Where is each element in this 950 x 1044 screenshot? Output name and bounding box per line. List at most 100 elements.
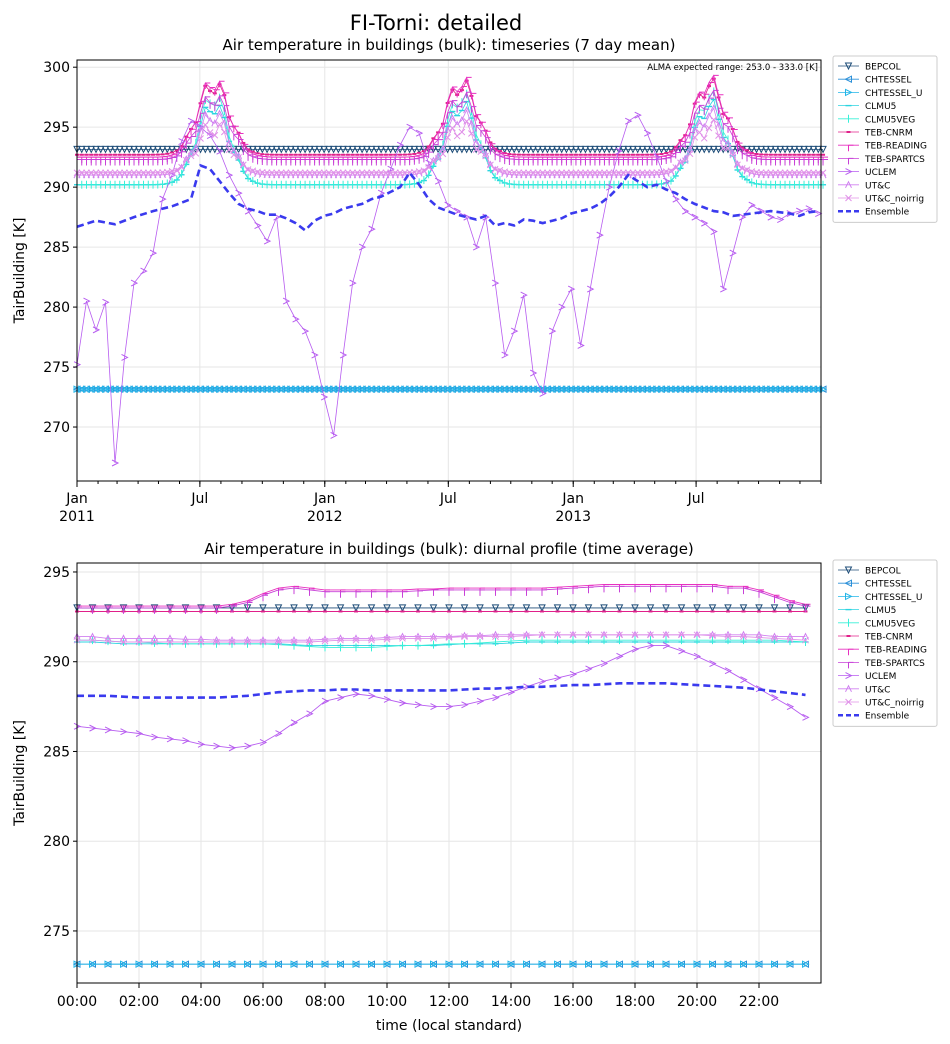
series-teb-spartcs-point [352,159,358,166]
legend-marker-2 [845,592,853,601]
series-teb-spartcs-point [489,148,496,155]
diurnal-uclem-point [631,645,640,653]
diurnal-bepcol-point [662,604,670,612]
diurnal-panel: Air temperature in buildings (bulk): diu… [12,540,822,1034]
series-chtessel-u-point [600,385,609,394]
series-chtessel-u-point [111,385,120,394]
series-bepcol-point [115,145,124,154]
series-bepcol-point [510,145,518,154]
diurnal-chtessel-u-point [786,960,795,968]
series-bepcol-point [519,145,528,154]
series-chtessel-u-point [102,385,110,394]
series-chtessel-u-point [605,385,614,394]
series-chtessel-u-point [501,385,509,394]
series-teb-reading-point [589,156,596,164]
series-chtessel-u-point [377,385,386,394]
series-bepcol-point [819,145,827,154]
series-chtessel-u-point [539,385,547,394]
diurnal-bepcol-point [646,604,655,612]
series-teb-spartcs-point [813,159,819,166]
diurnal-ut-c-noirrig-point [135,638,143,646]
series-teb-reading-point [314,156,320,164]
series-teb-spartcs-point [371,159,377,166]
diurnal-uclem-point [709,660,717,667]
series-bepcol-point [766,145,775,154]
series-teb-spartcs-point [109,159,116,166]
diurnal-teb-spartcs-point [603,585,609,593]
series-ut-c-noirrig-point [187,152,195,160]
series-teb-reading-point [366,156,372,164]
series-teb-spartcs-point [527,159,534,166]
series-teb-reading-point [461,85,467,93]
series-uclem-point [415,129,424,137]
series-teb-spartcs-point [128,159,135,166]
series-chtessel-u-point [125,385,134,394]
series-bepcol-point [667,145,675,154]
series-uclem-point [339,351,348,359]
series-ut-c-noirrig-point [738,165,746,172]
series-ut-c-noirrig-point [515,169,523,177]
series-teb-reading-point [599,156,605,164]
diurnal-chtessel-u-point [755,960,764,968]
series-ut-c-noirrig-point [392,169,399,177]
series-teb-reading-point [694,101,700,109]
series-chtessel-u-point [325,385,333,394]
series-teb-spartcs-point [361,159,368,166]
series-bepcol-point [705,145,713,154]
legend-label-7: TEB-SPARTCS [864,155,925,165]
series-teb-spartcs-point [546,159,553,166]
legend-label-1: CHTESSEL [865,76,911,86]
series-ut-c-noirrig-point [354,169,361,177]
series-chtessel-u-point [734,385,742,394]
series-uclem-point [244,207,253,215]
series-bepcol-point [277,145,286,154]
diurnal-chtessel-u-point [166,960,175,968]
series-chtessel-u-point [372,385,381,394]
diurnal-ut-c-noirrig-point [786,635,794,643]
series-chtessel-u-point [610,385,619,394]
diurnal-chtessel-u-point [445,960,454,968]
series-bepcol-point [158,145,167,154]
series-chtessel-u-point [182,385,191,394]
series-teb-cnrm-line [77,77,823,156]
xtick-label: Jul [190,491,208,507]
series-chtessel-u-point [192,385,200,394]
series-uclem-point [720,285,728,293]
series-chtessel-u-point [349,385,357,394]
series-uclem-point [282,297,291,305]
legend-label-10: UT&C_noirrig [865,699,924,709]
series-uclem-point [292,315,300,323]
timeseries-frame [76,59,822,482]
diurnal-bepcol-point [352,604,360,612]
series-uclem-point [615,147,623,155]
series-ut-c-point [182,155,190,163]
series-chtessel-u-point [334,385,343,394]
series-teb-reading-point [608,156,615,164]
series-bepcol-point [700,145,709,154]
series-teb-reading-point [475,114,482,121]
series-uclem-point [311,351,319,359]
diurnal-uclem-point [554,674,562,682]
series-chtessel-u-point [140,385,148,394]
series-chtessel-u-point [700,385,709,394]
diurnal-teb-reading-point [557,586,563,594]
diurnal-teb-spartcs-point [278,589,284,596]
series-chtessel-u-point [434,385,443,394]
diurnal-teb-spartcs-point [774,596,780,604]
diurnal-ut-c-noirrig-point [151,638,158,646]
series-bepcol-point [534,145,542,154]
legend-label-7: TEB-SPARTCS [864,659,925,669]
series-teb-reading-point [703,93,710,101]
series-chtessel-u-point [282,385,291,394]
diurnal-bepcol-point [460,604,469,612]
diurnal-bepcol-point [615,604,624,612]
series-uclem-point [263,237,272,245]
series-chtessel-u-point [710,385,718,394]
series-teb-spartcs-point [561,159,567,166]
series-ut-c-point [691,126,699,134]
diurnal-chtessel-u-point [631,960,640,968]
series-teb-reading-point [352,156,358,164]
series-chtessel-u-point [353,385,362,394]
series-bepcol-point [695,145,704,154]
diurnal-uclem-point [662,642,671,650]
